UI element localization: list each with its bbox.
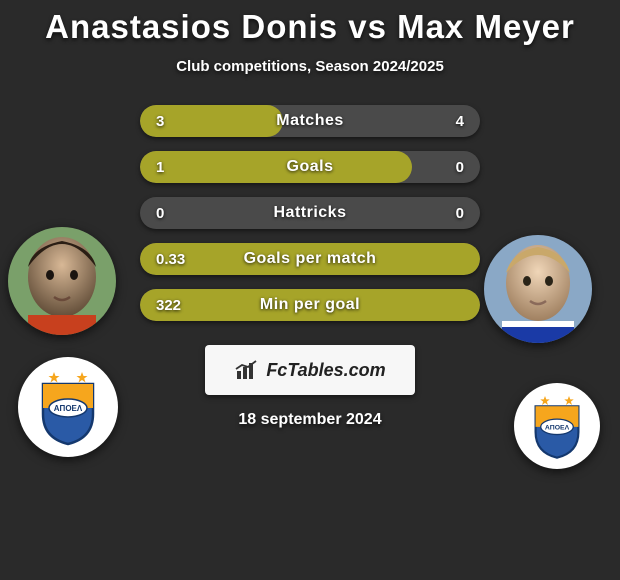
stat-value-right: 4 [456, 105, 464, 137]
stat-label: Goals [140, 151, 480, 183]
brand-box: FcTables.com [205, 345, 415, 395]
stat-value-right: 0 [456, 151, 464, 183]
brand-chart-icon [234, 359, 260, 381]
stat-label: Min per goal [140, 289, 480, 321]
stat-row: 0.33Goals per match [140, 243, 480, 275]
stat-label: Matches [140, 105, 480, 137]
club-shield-icon: ΑΠΟΕΛ [527, 392, 587, 460]
svg-text:ΑΠΟΕΛ: ΑΠΟΕΛ [54, 404, 83, 413]
page-subtitle: Club competitions, Season 2024/2025 [0, 58, 620, 75]
player-left-club-badge: ΑΠΟΕΛ [18, 357, 118, 457]
stat-label: Goals per match [140, 243, 480, 275]
brand-text: FcTables.com [266, 360, 385, 381]
stat-row: 1Goals0 [140, 151, 480, 183]
avatar-placeholder-icon [484, 235, 592, 343]
page-title: Anastasios Donis vs Max Meyer [0, 0, 620, 46]
stat-row: 0Hattricks0 [140, 197, 480, 229]
player-right-avatar [484, 235, 592, 343]
player-left-avatar [8, 227, 116, 335]
stat-value-right: 0 [456, 197, 464, 229]
stat-label: Hattricks [140, 197, 480, 229]
stat-row: 3Matches4 [140, 105, 480, 137]
stat-row: 322Min per goal [140, 289, 480, 321]
comparison-card: Anastasios Donis vs Max Meyer Club compe… [0, 0, 620, 580]
content-area: ΑΠΟΕΛ ΑΠΟΕΛ 3Matches41Goals00Hattricks00… [0, 105, 620, 429]
avatar-placeholder-icon [8, 227, 116, 335]
svg-text:ΑΠΟΕΛ: ΑΠΟΕΛ [545, 424, 570, 431]
player-right-club-badge: ΑΠΟΕΛ [514, 383, 600, 469]
club-shield-icon: ΑΠΟΕΛ [33, 368, 103, 446]
